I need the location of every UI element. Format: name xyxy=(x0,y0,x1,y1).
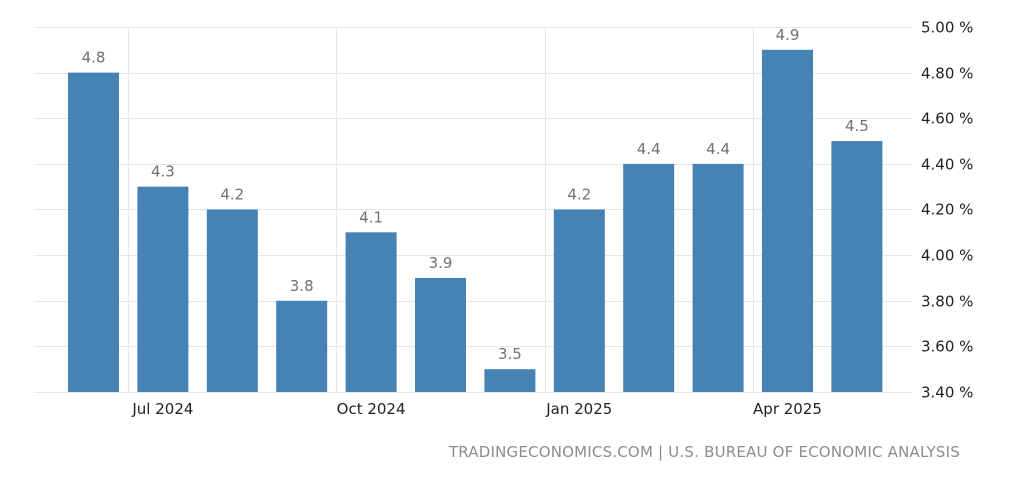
x-tick-label: Apr 2025 xyxy=(753,400,822,418)
y-tick-label: 5.00 % xyxy=(921,19,973,37)
data-label: 4.9 xyxy=(776,26,800,44)
data-label: 4.8 xyxy=(82,49,106,67)
y-axis: 3.40 % 3.60 % 3.80 % 4.00 % 4.20 % 4.40 % 4.60… xyxy=(921,19,973,402)
y-tick-label: 4.00 % xyxy=(921,247,973,265)
x-tick-label: Jul 2024 xyxy=(131,400,193,418)
data-label: 3.5 xyxy=(498,345,522,363)
data-label: 4.2 xyxy=(220,186,244,204)
data-labels: 4.8 4.3 4.2 3.8 4.1 3.9 3.5 4.2 4.4 4.4 4.9 4.5 xyxy=(82,26,869,363)
bar xyxy=(623,163,675,392)
bar xyxy=(345,232,397,392)
bar xyxy=(762,49,813,392)
data-label: 3.8 xyxy=(290,277,314,295)
data-label: 4.4 xyxy=(706,140,730,158)
y-tick-label: 4.20 % xyxy=(921,201,973,219)
x-axis: Jul 2024 Oct 2024 Jan 2025 Apr 2025 xyxy=(131,400,822,418)
x-tick-label: Oct 2024 xyxy=(337,400,406,418)
bar xyxy=(692,163,744,392)
bar xyxy=(415,277,466,392)
bars xyxy=(68,49,883,392)
y-tick-label: 4.80 % xyxy=(921,65,973,83)
data-label: 4.5 xyxy=(845,117,869,135)
data-label: 4.3 xyxy=(151,163,175,181)
bar xyxy=(553,209,605,392)
data-label: 4.1 xyxy=(359,208,383,226)
bar xyxy=(484,369,536,392)
data-label: 4.2 xyxy=(567,186,591,204)
data-label: 4.4 xyxy=(637,140,661,158)
bar xyxy=(831,141,883,392)
x-tick-label: Jan 2025 xyxy=(545,400,612,418)
source-attribution: TRADINGECONOMICS.COM | U.S. BUREAU OF EC… xyxy=(448,443,960,461)
y-tick-label: 4.40 % xyxy=(921,156,973,174)
bar xyxy=(68,72,119,392)
y-tick-label: 3.60 % xyxy=(921,338,973,356)
data-label: 3.9 xyxy=(429,254,453,272)
bar xyxy=(206,209,258,392)
bar xyxy=(137,186,189,392)
bar xyxy=(276,300,328,392)
y-tick-label: 4.60 % xyxy=(921,110,973,128)
y-tick-label: 3.80 % xyxy=(921,293,973,311)
y-tick-label: 3.40 % xyxy=(921,384,973,402)
